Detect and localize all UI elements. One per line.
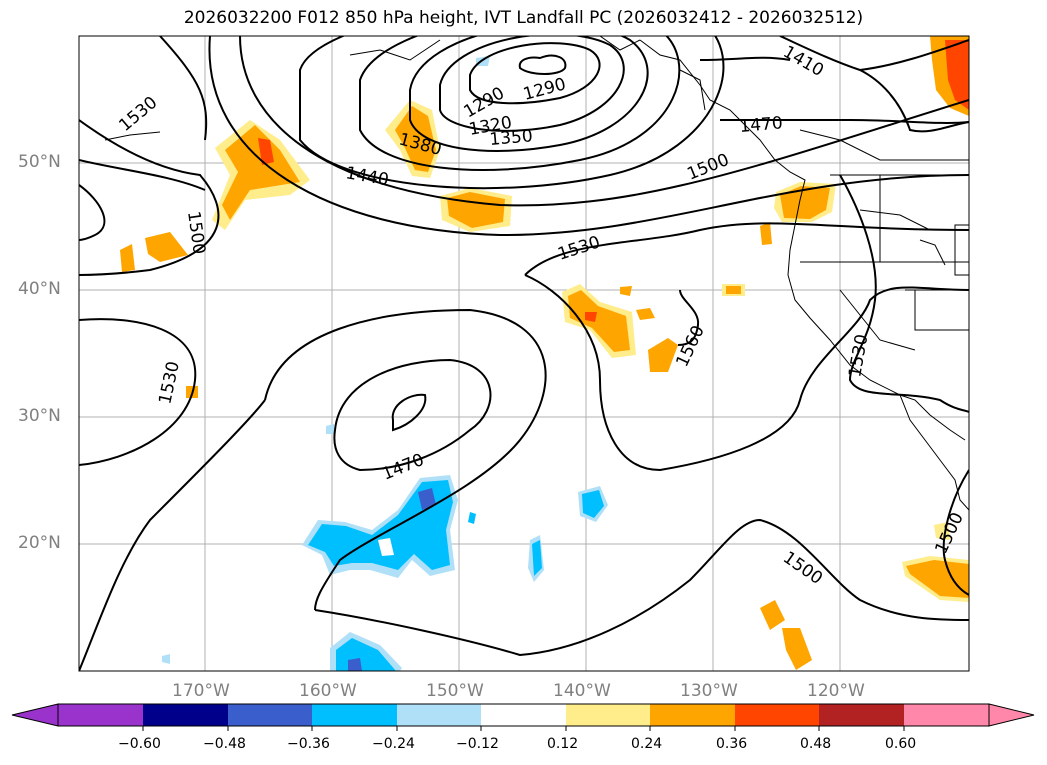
colorbar-tick-label: 0.36 (716, 736, 748, 752)
gridlines (79, 36, 969, 671)
lon-label: 120°W (807, 681, 865, 701)
colorbar-segment (228, 704, 312, 726)
colorbar-tick-label: 0.24 (631, 736, 663, 752)
colorbar-tick-label: −0.60 (118, 736, 161, 752)
colorbar-tick-label: 0.60 (885, 736, 917, 752)
colorbar-segment (312, 704, 397, 726)
colorbar-segment (819, 704, 904, 726)
lat-label: 30°N (18, 406, 61, 426)
colorbar-segment (566, 704, 650, 726)
lon-label: 130°W (680, 681, 738, 701)
colorbar-tick-label: −0.12 (456, 736, 499, 752)
ivt-positive-shading (120, 36, 969, 670)
colorbar-extend-left (11, 703, 59, 727)
colorbar-tick-label: −0.24 (372, 736, 415, 752)
colorbar-segment (58, 704, 143, 726)
colorbar-segment (397, 704, 481, 726)
contour-label: 1350 (489, 126, 534, 150)
contour-label: 1470 (739, 113, 784, 137)
colorbar-tick-label: −0.48 (203, 736, 246, 752)
height-contours (79, 36, 969, 671)
lat-label: 20°N (18, 533, 61, 553)
map-title: 2026032200 F012 850 hPa height, IVT Land… (183, 8, 864, 28)
colorbar-extend-right (988, 703, 1035, 727)
colorbar-tick-label: 0.48 (800, 736, 832, 752)
colorbar-tick-label: −0.36 (287, 736, 330, 752)
colorbar-segment (650, 704, 735, 726)
colorbar-segment (481, 704, 566, 726)
lon-label: 150°W (426, 681, 484, 701)
lat-label: 40°N (18, 279, 61, 299)
colorbar-segment (904, 704, 989, 726)
lon-label: 140°W (553, 681, 611, 701)
colorbar (11, 703, 1035, 731)
lat-label: 50°N (18, 152, 61, 172)
colorbar-segment (735, 704, 819, 726)
colorbar-tick-label: 0.12 (547, 736, 579, 752)
lon-label: 160°W (299, 681, 357, 701)
colorbar-segment (143, 704, 228, 726)
ivt-negative-shading (162, 56, 608, 671)
lon-label: 170°W (172, 681, 230, 701)
